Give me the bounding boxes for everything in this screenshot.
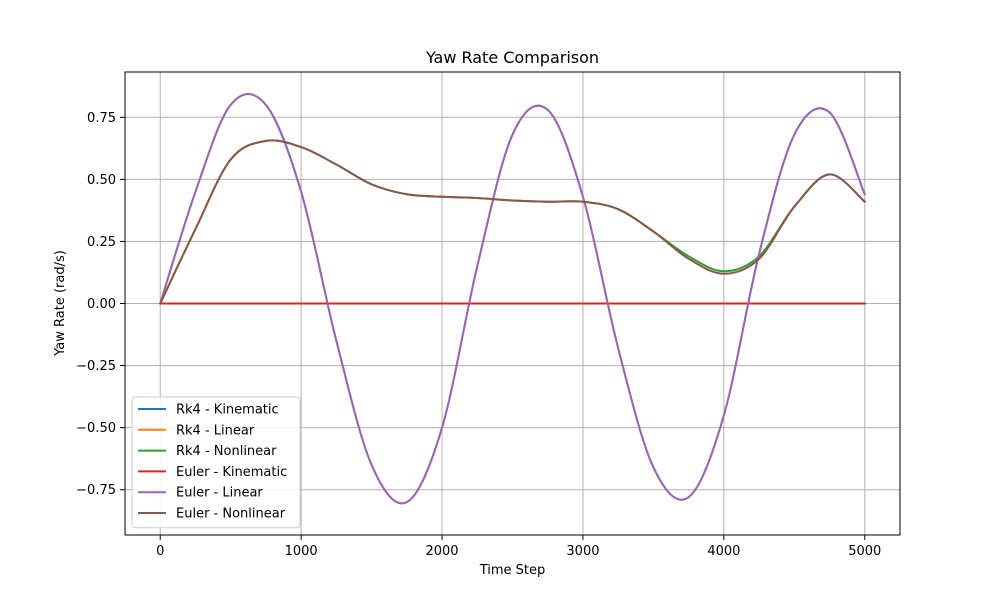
x-tick-label-5: 5000 (848, 544, 881, 559)
x-tick-label-3: 3000 (566, 544, 599, 559)
x-ticks: 0 1000 2000 3000 4000 5000 (156, 535, 881, 559)
legend-label-4: Euler - Linear (176, 486, 263, 501)
legend-label-1: Rk4 - Linear (176, 423, 255, 438)
plot-layer: 0 1000 2000 3000 4000 5000 0.75 0.50 0.25 0.00 −0.… (76, 71, 901, 559)
x-axis-label: Time Step (479, 563, 546, 578)
legend-label-0: Rk4 - Kinematic (176, 403, 279, 418)
legend-box (131, 396, 301, 529)
x-tick-label-4: 4000 (707, 544, 740, 559)
series-line-4 (159, 93, 866, 505)
y-tick-label-1: 0.50 (87, 173, 116, 188)
legend-label-3: Euler - Kinematic (176, 465, 287, 480)
y-tick-label-4: −0.25 (76, 359, 116, 374)
legend: Rk4 - Kinematic Rk4 - Linear Rk4 - Nonline… (131, 396, 301, 529)
y-tick-label-3: 0.00 (87, 297, 116, 312)
x-tick-label-1: 1000 (285, 544, 318, 559)
y-tick-label-0: 0.75 (87, 111, 116, 126)
legend-label-5: Euler - Nonlinear (176, 507, 286, 522)
chart-title: Yaw Rate Comparison (425, 48, 599, 67)
y-ticks: 0.75 0.50 0.25 0.00 −0.25 −0.50 −0.75 (76, 111, 125, 498)
y-tick-label-2: 0.25 (87, 235, 116, 250)
series-line-5 (159, 139, 866, 305)
legend-label-2: Rk4 - Nonlinear (176, 444, 277, 459)
x-tick-label-2: 2000 (425, 544, 458, 559)
y-axis-label: Yaw Rate (rad/s) (53, 250, 68, 357)
x-tick-label-0: 0 (156, 544, 164, 559)
y-tick-label-5: −0.50 (76, 421, 116, 436)
series-lines (159, 93, 866, 505)
y-tick-label-6: −0.75 (76, 483, 116, 498)
